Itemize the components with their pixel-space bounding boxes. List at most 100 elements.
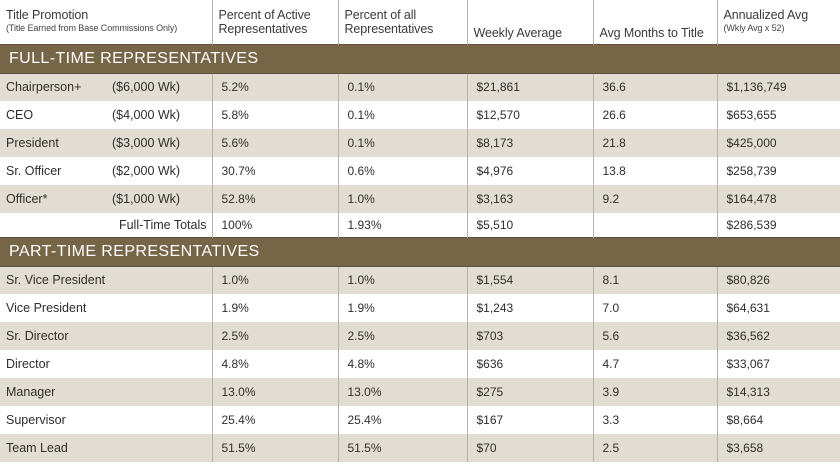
title-weekly-requirement: ($6,000 Wk): [112, 80, 181, 95]
total-pct-all-value: 1.93%: [347, 217, 382, 232]
annualized-avg-cell: $1,136,749: [716, 73, 840, 101]
table-row: Chairperson+ ($6,000 Wk) 5.2% 0.1% $21,861 36…: [0, 73, 840, 101]
annualized-avg-cell-value: $14,313: [726, 385, 770, 399]
avg-months-cell: 3.3: [592, 406, 717, 434]
avg-months-cell-value: 2.5: [602, 441, 620, 455]
avg-months-cell: 2.5: [592, 434, 717, 462]
avg-months-cell-value: 7.0: [602, 301, 620, 315]
title-name: Team Lead: [0, 434, 212, 462]
totals-row: Full-Time Totals 100% 1.93% $5,510 $286,539: [0, 213, 840, 237]
weekly-average-cell: $167: [466, 406, 593, 434]
header-weekly-average: Weekly Average: [466, 0, 593, 44]
pct-active-cell-value: 2.5%: [221, 329, 249, 343]
annualized-avg-cell-value: $653,655: [726, 108, 777, 122]
annualized-avg-cell: $258,739: [716, 157, 840, 185]
title-weekly-requirement: ($3,000 Wk): [112, 136, 181, 150]
weekly-average-cell-value: $703: [476, 329, 504, 343]
avg-months-cell-value: 13.8: [602, 164, 626, 178]
weekly-average-cell: $3,163: [466, 185, 593, 213]
avg-months-cell-value: 4.7: [602, 357, 620, 371]
header-annualized-avg-label: Annualized Avg: [723, 8, 809, 22]
pct-active-cell-value: 5.8%: [221, 108, 249, 122]
table-row: Sr. Vice President 1.0% 1.0% $1,554 8.1 $80,8…: [0, 266, 840, 294]
header-percent-all-line1: Percent of all: [344, 8, 417, 22]
pct-all-cell: 0.1%: [337, 101, 467, 129]
weekly-average-cell-value: $167: [476, 413, 504, 427]
pct-all-cell-value: 51.5%: [347, 441, 382, 455]
annualized-avg-cell-value: $164,478: [726, 192, 777, 206]
title-name: Director: [6, 357, 50, 371]
header-annualized-avg-note: (Wkly Avg x 52): [723, 23, 785, 33]
annualized-avg-cell-value: $1,136,749: [726, 80, 787, 95]
section-full-time-heading: FULL-TIME REPRESENTATIVES: [0, 43, 840, 74]
title-cell: Chairperson+ ($6,000 Wk): [0, 73, 212, 101]
pct-all-cell-value: 25.4%: [347, 413, 382, 427]
weekly-average-cell: $12,570: [466, 101, 593, 129]
title-name: Sr. Director: [0, 322, 212, 350]
table-row: CEO ($4,000 Wk) 5.8% 0.1% $12,570 26.6 $653,65…: [0, 101, 840, 129]
annualized-avg-cell: $164,478: [716, 185, 840, 213]
avg-months-cell-value: 9.2: [602, 192, 620, 206]
pct-all-cell-value: 0.1%: [347, 80, 375, 95]
annualized-avg-cell-value: $33,067: [726, 357, 770, 371]
table-row: Director 4.8% 4.8% $636 4.7 $33,067: [0, 350, 840, 378]
pct-active-cell: 2.5%: [211, 322, 338, 350]
annualized-avg-cell-value: $80,826: [726, 273, 770, 288]
table-row: Team Lead 51.5% 51.5% $70 2.5 $3,658: [0, 434, 840, 462]
pct-active-cell-value: 51.5%: [221, 441, 256, 455]
pct-active-cell-value: 25.4%: [221, 413, 256, 427]
weekly-average-cell: $275: [466, 378, 593, 406]
weekly-average-cell-value: $8,173: [476, 136, 514, 150]
title-cell: Officer* ($1,000 Wk): [0, 185, 212, 213]
header-percent-active: Percent of Active Representatives: [211, 0, 338, 44]
table-row: Vice President 1.9% 1.9% $1,243 7.0 $64,631: [0, 294, 840, 322]
avg-months-cell-value: 3.3: [602, 413, 620, 427]
pct-all-cell: 4.8%: [337, 350, 467, 378]
pct-all-cell-value: 13.0%: [347, 385, 382, 399]
header-avg-months: Avg Months to Title: [592, 0, 717, 44]
annualized-avg-cell-value: $8,664: [726, 413, 764, 427]
header-title-promotion-note: (Title Earned from Base Commissions Only…: [6, 23, 178, 33]
header-title-promotion: Title Promotion (Title Earned from Base …: [0, 0, 212, 44]
total-annualized-avg: $286,539: [716, 213, 840, 237]
pct-active-cell: 5.8%: [211, 101, 338, 129]
pct-all-cell: 2.5%: [337, 322, 467, 350]
header-title-promotion-label: Title Promotion: [6, 8, 89, 22]
total-avg-months-value: [600, 218, 603, 232]
header-row: Title Promotion (Title Earned from Base …: [0, 0, 840, 44]
pct-active-cell-value: 52.8%: [221, 192, 256, 206]
annualized-avg-cell-value: $64,631: [726, 301, 770, 315]
total-pct-all: 1.93%: [337, 213, 467, 237]
title-weekly-requirement: ($4,000 Wk): [112, 108, 181, 122]
pct-active-cell: 5.2%: [211, 73, 338, 101]
avg-months-cell: 26.6: [592, 101, 717, 129]
title-weekly-requirement: ($1,000 Wk): [112, 192, 181, 206]
weekly-average-cell-value: $1,554: [476, 273, 514, 288]
total-weekly-average: $5,510: [466, 213, 593, 237]
total-pct-active-value: 100%: [221, 217, 253, 232]
title-name: Officer*: [6, 192, 48, 206]
avg-months-cell: 9.2: [592, 185, 717, 213]
pct-all-cell: 1.0%: [337, 266, 467, 294]
pct-active-cell: 1.9%: [211, 294, 338, 322]
pct-active-cell: 13.0%: [211, 378, 338, 406]
weekly-average-cell-value: $12,570: [476, 108, 520, 122]
weekly-average-cell-value: $70: [476, 441, 497, 455]
weekly-average-cell: $21,861: [466, 73, 593, 101]
annualized-avg-cell: $36,562: [716, 322, 840, 350]
annualized-avg-cell-value: $36,562: [726, 329, 770, 343]
weekly-average-cell: $4,976: [466, 157, 593, 185]
pct-active-cell: 4.8%: [211, 350, 338, 378]
annualized-avg-cell-value: $3,658: [726, 441, 764, 455]
pct-active-cell-value: 1.9%: [221, 301, 249, 315]
annualized-avg-cell: $33,067: [716, 350, 840, 378]
pct-active-cell-value: 13.0%: [221, 385, 256, 399]
avg-months-cell: 4.7: [592, 350, 717, 378]
pct-all-cell: 13.0%: [337, 378, 467, 406]
total-pct-active: 100%: [211, 213, 338, 237]
pct-active-cell-value: 5.6%: [221, 136, 249, 150]
total-avg-months: [592, 213, 717, 237]
pct-all-cell: 1.0%: [337, 185, 467, 213]
pct-all-cell: 1.9%: [337, 294, 467, 322]
avg-months-cell-value: 36.6: [602, 80, 626, 95]
